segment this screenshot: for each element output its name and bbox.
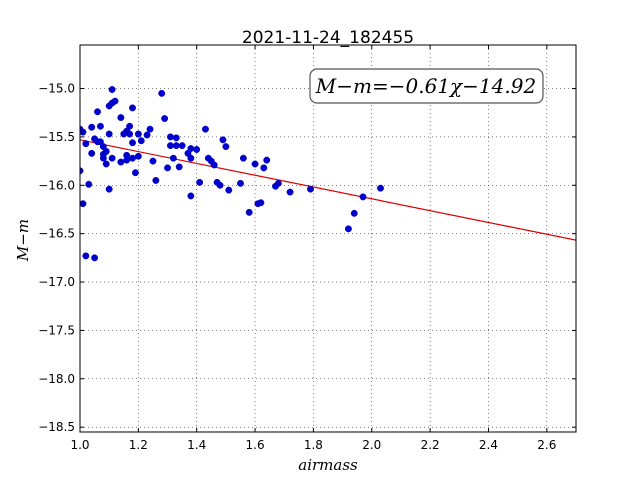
axis-ticks: 1.0 1.2 1.4 1.6 1.8 2.0 2.2 2.4 2.6 −15.0 −15.5 −16…	[38, 45, 576, 452]
data-point	[260, 164, 268, 172]
data-point	[172, 142, 180, 150]
x-tick-label: 1.2	[129, 438, 148, 452]
data-point	[187, 145, 195, 152]
data-point	[263, 156, 271, 164]
data-point	[108, 154, 116, 162]
x-tick-label: 2.4	[479, 438, 498, 452]
data-point	[245, 208, 253, 216]
data-point	[126, 130, 134, 138]
data-point	[350, 209, 358, 217]
data-point	[307, 185, 314, 193]
data-point	[166, 142, 174, 150]
data-point	[257, 199, 265, 207]
x-tick-label: 2.6	[537, 438, 556, 452]
data-point	[172, 134, 180, 142]
data-point	[117, 114, 125, 122]
data-point	[175, 163, 183, 171]
x-tick-label: 1.0	[70, 438, 89, 452]
data-point	[82, 140, 90, 148]
fit-line-group	[80, 139, 576, 241]
chart-title: 2021-11-24_182455	[242, 28, 414, 48]
fit-equation-box: M−m=−0.61χ−14.92	[309, 68, 544, 104]
data-point	[91, 254, 99, 262]
data-point	[123, 156, 131, 164]
fit-line	[80, 139, 576, 241]
data-point	[164, 164, 171, 172]
data-point	[126, 122, 134, 130]
data-point	[94, 108, 101, 116]
data-point	[344, 225, 352, 233]
y-tick-label: −16.0	[38, 178, 75, 192]
data-point	[166, 133, 174, 141]
data-point	[134, 130, 142, 138]
data-point	[152, 177, 160, 184]
y-tick-label: −15.0	[38, 82, 75, 96]
data-point	[105, 185, 113, 193]
data-point	[82, 252, 90, 260]
y-axis-label: M−m	[14, 219, 32, 262]
x-tick-label: 2.0	[362, 438, 381, 452]
y-tick-label: −18.0	[38, 372, 75, 386]
data-point	[225, 186, 233, 194]
data-point	[251, 160, 259, 168]
data-point	[96, 122, 104, 130]
data-point	[274, 179, 282, 187]
data-point	[102, 147, 110, 155]
data-point	[146, 125, 154, 133]
data-point	[129, 104, 136, 112]
data-point	[134, 152, 142, 160]
data-point	[216, 181, 224, 189]
plot-frame	[79, 44, 577, 433]
data-point	[102, 160, 110, 168]
data-point	[169, 154, 177, 162]
data-point	[88, 123, 96, 131]
data-point	[219, 136, 227, 144]
data-point	[80, 128, 87, 136]
x-tick-label: 1.4	[187, 438, 206, 452]
data-point	[239, 154, 247, 162]
data-point	[202, 125, 209, 133]
data-point	[117, 158, 125, 166]
y-tick-label: −16.5	[38, 227, 75, 241]
data-points	[80, 86, 384, 262]
plot-area	[80, 45, 576, 432]
y-tick-label: −17.0	[38, 275, 75, 289]
data-point	[187, 154, 195, 162]
data-point	[149, 157, 157, 165]
data-point	[129, 139, 136, 147]
data-point	[161, 115, 169, 122]
data-point	[196, 178, 204, 186]
data-point	[222, 143, 230, 151]
y-tick-label: −18.5	[38, 420, 75, 434]
data-point	[143, 131, 151, 139]
equation-box-frame	[309, 68, 544, 104]
x-axis-label: airmass	[298, 456, 358, 474]
data-point	[178, 142, 186, 150]
data-point	[85, 180, 93, 188]
fit-equation-label: M−m=−0.61χ−14.92	[315, 74, 536, 98]
y-tick-label: −17.5	[38, 323, 75, 337]
data-point	[286, 188, 294, 196]
x-tick-label: 1.8	[304, 438, 323, 452]
data-point	[210, 161, 218, 169]
data-point	[193, 146, 201, 153]
data-point	[131, 169, 139, 177]
data-point	[111, 97, 119, 105]
data-point	[187, 192, 195, 200]
data-point	[105, 130, 113, 138]
data-point	[137, 137, 145, 145]
y-tick-label: −15.5	[38, 130, 75, 144]
data-point	[359, 193, 367, 201]
data-point	[129, 154, 136, 162]
data-point	[88, 149, 96, 157]
x-tick-label: 1.6	[246, 438, 265, 452]
data-point	[108, 86, 116, 93]
data-point	[158, 89, 166, 97]
x-tick-label: 2.2	[421, 438, 440, 452]
data-point	[377, 184, 384, 192]
data-point	[237, 179, 244, 187]
data-point	[80, 200, 87, 208]
